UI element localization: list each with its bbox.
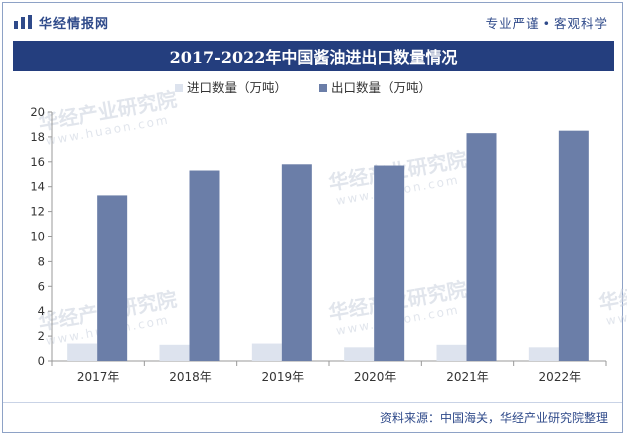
- y-tick-label: 16: [30, 155, 45, 169]
- source-note: 资料来源：中国海关，华经产业研究院整理: [3, 402, 622, 432]
- bar-import-4: [436, 344, 467, 361]
- x-tick-label: 2017年: [77, 370, 120, 384]
- dot-separator-icon: •: [542, 15, 551, 31]
- legend-swatch-0: [175, 84, 183, 92]
- x-tick-label: 2021年: [446, 370, 489, 384]
- bar-import-1: [159, 344, 190, 361]
- chart-title: 2017-2022年中国酱油进出口数量情况: [13, 41, 614, 71]
- legend-label-1: 出口数量（万吨）: [331, 80, 431, 95]
- x-tick-label: 2022年: [539, 370, 582, 384]
- bar-export-5: [558, 130, 589, 361]
- y-tick-label: 4: [38, 304, 45, 318]
- x-tick-label: 2019年: [262, 370, 305, 384]
- slogan-right: 客观科学: [553, 15, 608, 31]
- bar-export-3: [374, 165, 405, 361]
- y-tick-label: 8: [38, 254, 45, 268]
- bar-import-0: [67, 343, 98, 361]
- bar-import-5: [528, 347, 559, 361]
- legend-label-0: 进口数量（万吨）: [187, 80, 287, 95]
- y-tick-label: 20: [30, 105, 45, 119]
- bar-export-0: [97, 195, 128, 361]
- slogan: 专业严谨 • 客观科学: [486, 13, 608, 32]
- bar-import-2: [251, 343, 282, 361]
- x-tick-label: 2020年: [354, 370, 397, 384]
- bar-export-4: [466, 133, 497, 361]
- bar-chart-icon: [14, 15, 32, 29]
- legend-swatch-1: [319, 84, 327, 92]
- y-tick-label: 14: [30, 180, 45, 194]
- y-tick-label: 6: [38, 279, 45, 293]
- x-tick-label: 2018年: [169, 370, 212, 384]
- bar-export-1: [189, 170, 220, 361]
- brand-name: 华经情报网: [39, 16, 110, 32]
- watermark-text: 华经产业研究院: [597, 267, 627, 315]
- y-tick-label: 10: [30, 230, 45, 244]
- y-tick-label: 12: [30, 205, 45, 219]
- bar-export-2: [281, 164, 312, 361]
- slogan-left: 专业严谨: [485, 15, 540, 31]
- brand-logo: 华经情报网: [13, 13, 109, 32]
- y-tick-label: 0: [38, 354, 45, 368]
- y-tick-label: 18: [30, 130, 45, 144]
- bar-import-3: [344, 347, 375, 361]
- header-bar: 华经情报网 专业严谨 • 客观科学: [3, 3, 622, 41]
- y-tick-label: 2: [38, 329, 45, 343]
